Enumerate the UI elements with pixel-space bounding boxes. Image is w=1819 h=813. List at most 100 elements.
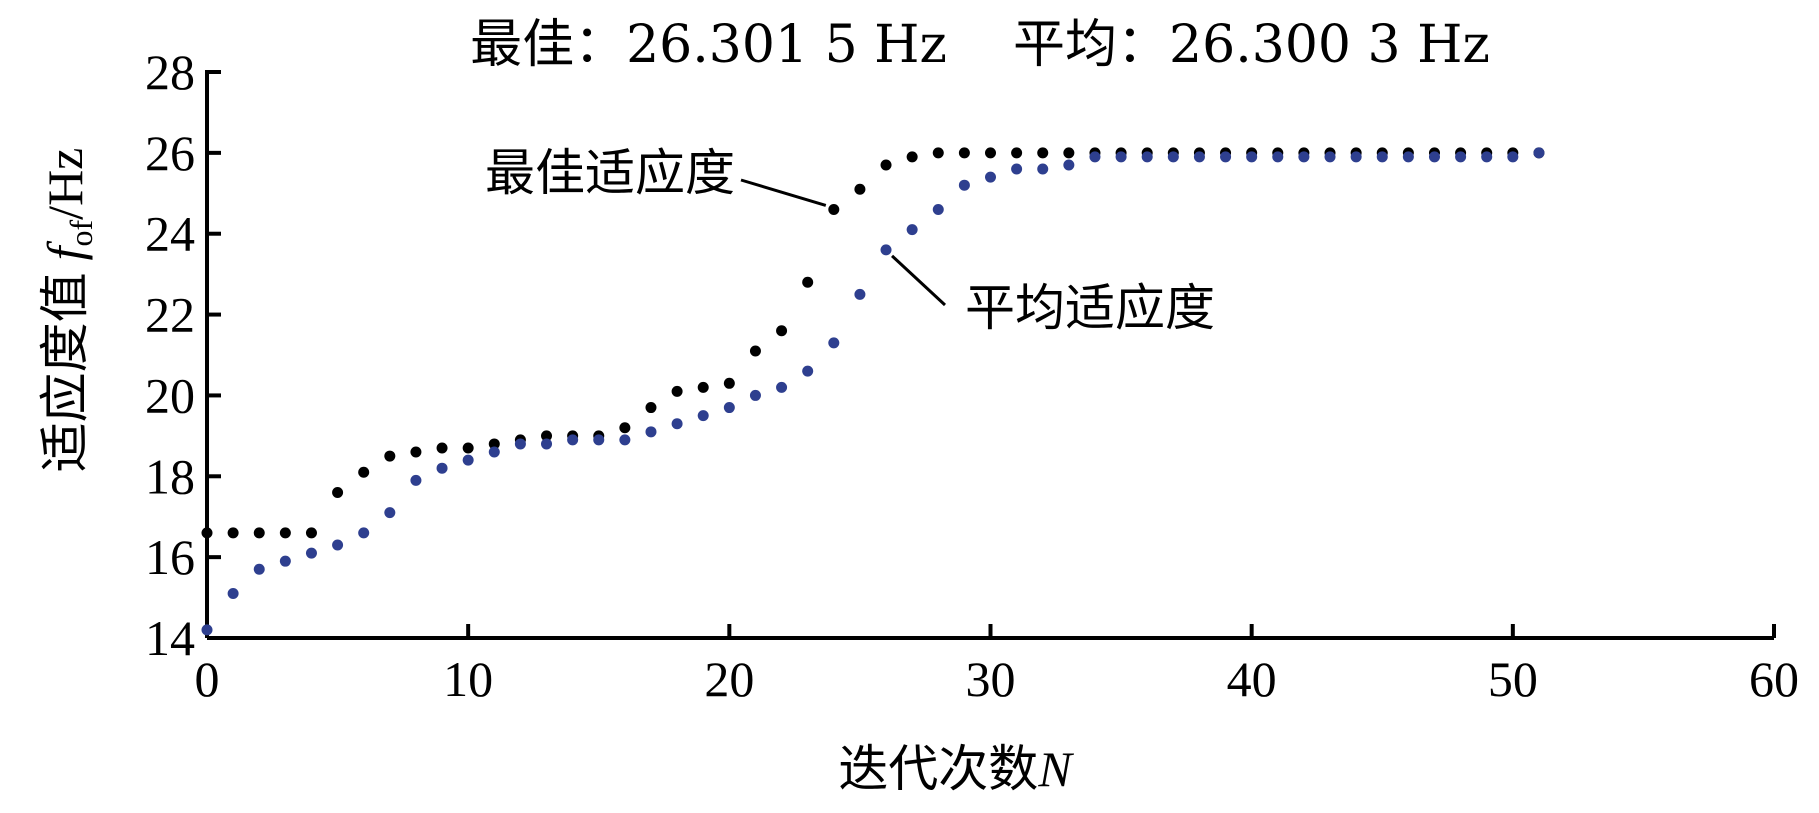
data-point [958,179,970,191]
x-tick-label: 50 [1488,651,1538,707]
x-axis-ticks: 0 10 20 30 40 50 60 [195,624,1799,707]
data-point [749,345,761,357]
annotation-leader-average [891,254,947,307]
chart-title: 最佳：26.301 5 Hz 平均：26.300 3 Hz [470,15,1490,75]
data-point [854,183,866,195]
data-point [828,337,840,349]
data-point [723,402,735,414]
data-point [619,422,631,434]
data-point [1376,151,1388,163]
data-point [1481,151,1493,163]
data-point [305,527,317,539]
data-point [1272,151,1284,163]
data-point [1455,151,1467,163]
data-point [985,171,996,183]
data-point [723,377,735,389]
data-point [932,203,944,215]
data-point [906,224,918,236]
data-point [1037,163,1049,175]
data-point [514,438,526,450]
data-point [671,385,683,397]
data-point [593,434,605,446]
data-point [958,147,970,159]
data-point [645,402,657,414]
x-tick-label: 30 [966,651,1016,707]
data-point [1193,151,1205,163]
data-point [906,151,918,163]
data-points [201,147,1545,636]
x-tick-label: 20 [704,651,754,707]
x-axis-variable: N [1037,741,1074,797]
data-point [697,381,709,393]
data-point [1115,151,1127,163]
y-tick-label: 18 [145,448,195,504]
data-point [384,450,396,462]
data-point [1063,147,1075,159]
y-axis-unit: /Hz [37,148,93,220]
data-point [410,474,422,486]
data-point [227,527,239,539]
y-tick-label: 14 [145,610,195,666]
y-tick-label: 22 [145,287,195,343]
data-point [279,527,291,539]
y-tick-label: 16 [145,529,195,585]
data-point [1011,163,1023,175]
data-point [776,381,788,393]
data-point [201,624,213,636]
data-point [1011,147,1023,159]
data-point [1298,151,1310,163]
data-point [1324,151,1336,163]
data-point [462,442,474,454]
data-point [1037,147,1049,159]
annotation-best-fitness: 最佳适应度 [485,144,735,202]
series-average [201,147,1545,636]
data-point [1533,147,1545,159]
x-axis-label: 迭代次数 [838,740,1038,798]
data-point [1507,151,1519,163]
data-point [488,438,500,450]
data-point [332,539,344,551]
data-point [776,325,788,337]
data-point [671,418,683,430]
data-point [201,527,213,539]
data-point [854,288,866,300]
data-point [1089,151,1101,163]
data-point [410,446,422,458]
data-point [1220,151,1232,163]
data-point [697,410,709,422]
data-point [541,438,553,450]
data-point [749,389,761,401]
series-best [201,147,1545,539]
data-point [1141,151,1153,163]
data-point [358,466,370,478]
annotation-average-fitness: 平均适应度 [965,279,1215,337]
data-point [436,462,448,474]
y-axis-title: 适应度值fof/Hz [36,148,99,473]
data-point [253,527,265,539]
x-tick-label: 40 [1227,651,1277,707]
data-point [462,454,474,466]
data-point [488,446,500,458]
data-point [1246,151,1258,163]
data-point [1402,151,1414,163]
data-point [880,159,892,171]
annotation-leader-best [740,178,827,207]
data-point [932,147,944,159]
data-point [619,434,631,446]
data-point [880,244,892,256]
data-point [645,426,657,438]
x-axis-title: 迭代次数N [838,740,1074,798]
x-tick-label: 0 [195,651,220,707]
data-point [567,434,579,446]
data-point [253,563,265,575]
data-point [305,547,317,559]
data-point [332,486,344,498]
data-point [985,147,996,159]
y-axis-subscript: of [63,219,99,246]
x-tick-label: 60 [1749,651,1799,707]
data-point [436,442,448,454]
y-tick-label: 28 [145,44,195,100]
